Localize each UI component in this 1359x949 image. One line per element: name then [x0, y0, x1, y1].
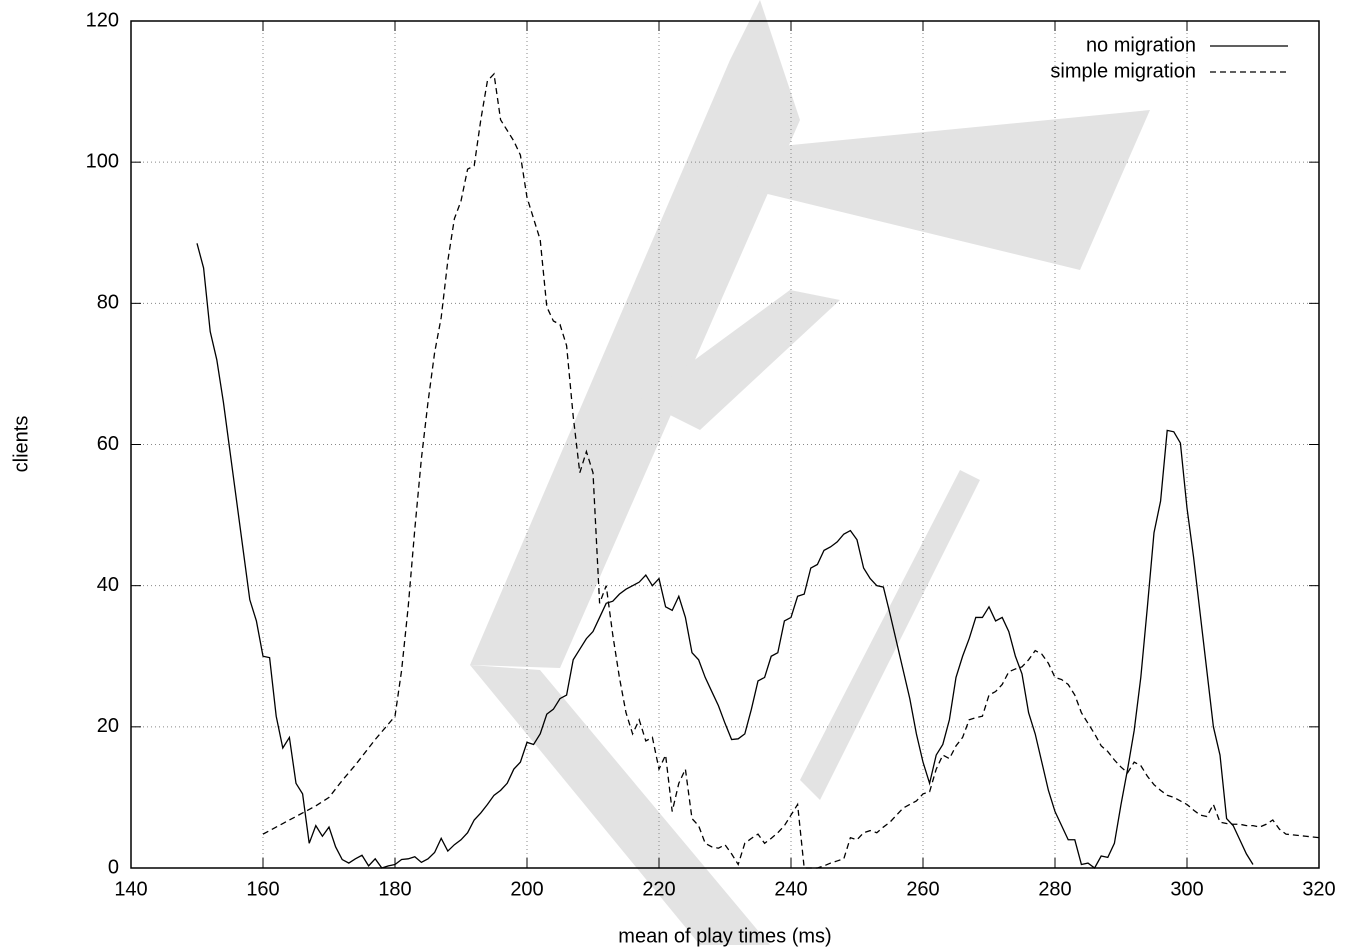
watermark — [470, 0, 1150, 945]
watermark-stroke — [800, 470, 980, 800]
x-axis-label: mean of play times (ms) — [618, 925, 831, 947]
legend-label: no migration — [1086, 34, 1196, 56]
x-tick-label: 180 — [378, 878, 411, 900]
x-tick-label: 280 — [1038, 878, 1071, 900]
x-tick-label: 320 — [1302, 878, 1335, 900]
y-tick-label: 60 — [97, 433, 119, 455]
watermark-stroke — [640, 290, 840, 430]
x-tick-label: 300 — [1170, 878, 1203, 900]
y-tick-label: 120 — [86, 9, 119, 31]
x-tick-label: 200 — [510, 878, 543, 900]
watermark-stroke — [470, 665, 770, 945]
plot-frame — [130, 20, 1320, 869]
series-line — [262, 72, 1320, 869]
y-tick-label: 0 — [108, 856, 119, 878]
x-tick-label: 220 — [642, 878, 675, 900]
x-tick-label: 160 — [246, 878, 279, 900]
x-tick-label: 140 — [114, 878, 147, 900]
x-tick-label: 240 — [774, 878, 807, 900]
y-tick-label: 100 — [86, 150, 119, 172]
legend-label: simple migration — [1050, 60, 1196, 82]
series-line — [196, 243, 1254, 869]
y-tick-label: 20 — [97, 715, 119, 737]
watermark-stroke — [710, 110, 1150, 270]
y-tick-label: 40 — [97, 574, 119, 596]
y-tick-label: 80 — [97, 292, 119, 314]
y-axis-label: clients — [10, 416, 32, 473]
x-tick-label: 260 — [906, 878, 939, 900]
watermark-stroke — [470, 0, 800, 668]
